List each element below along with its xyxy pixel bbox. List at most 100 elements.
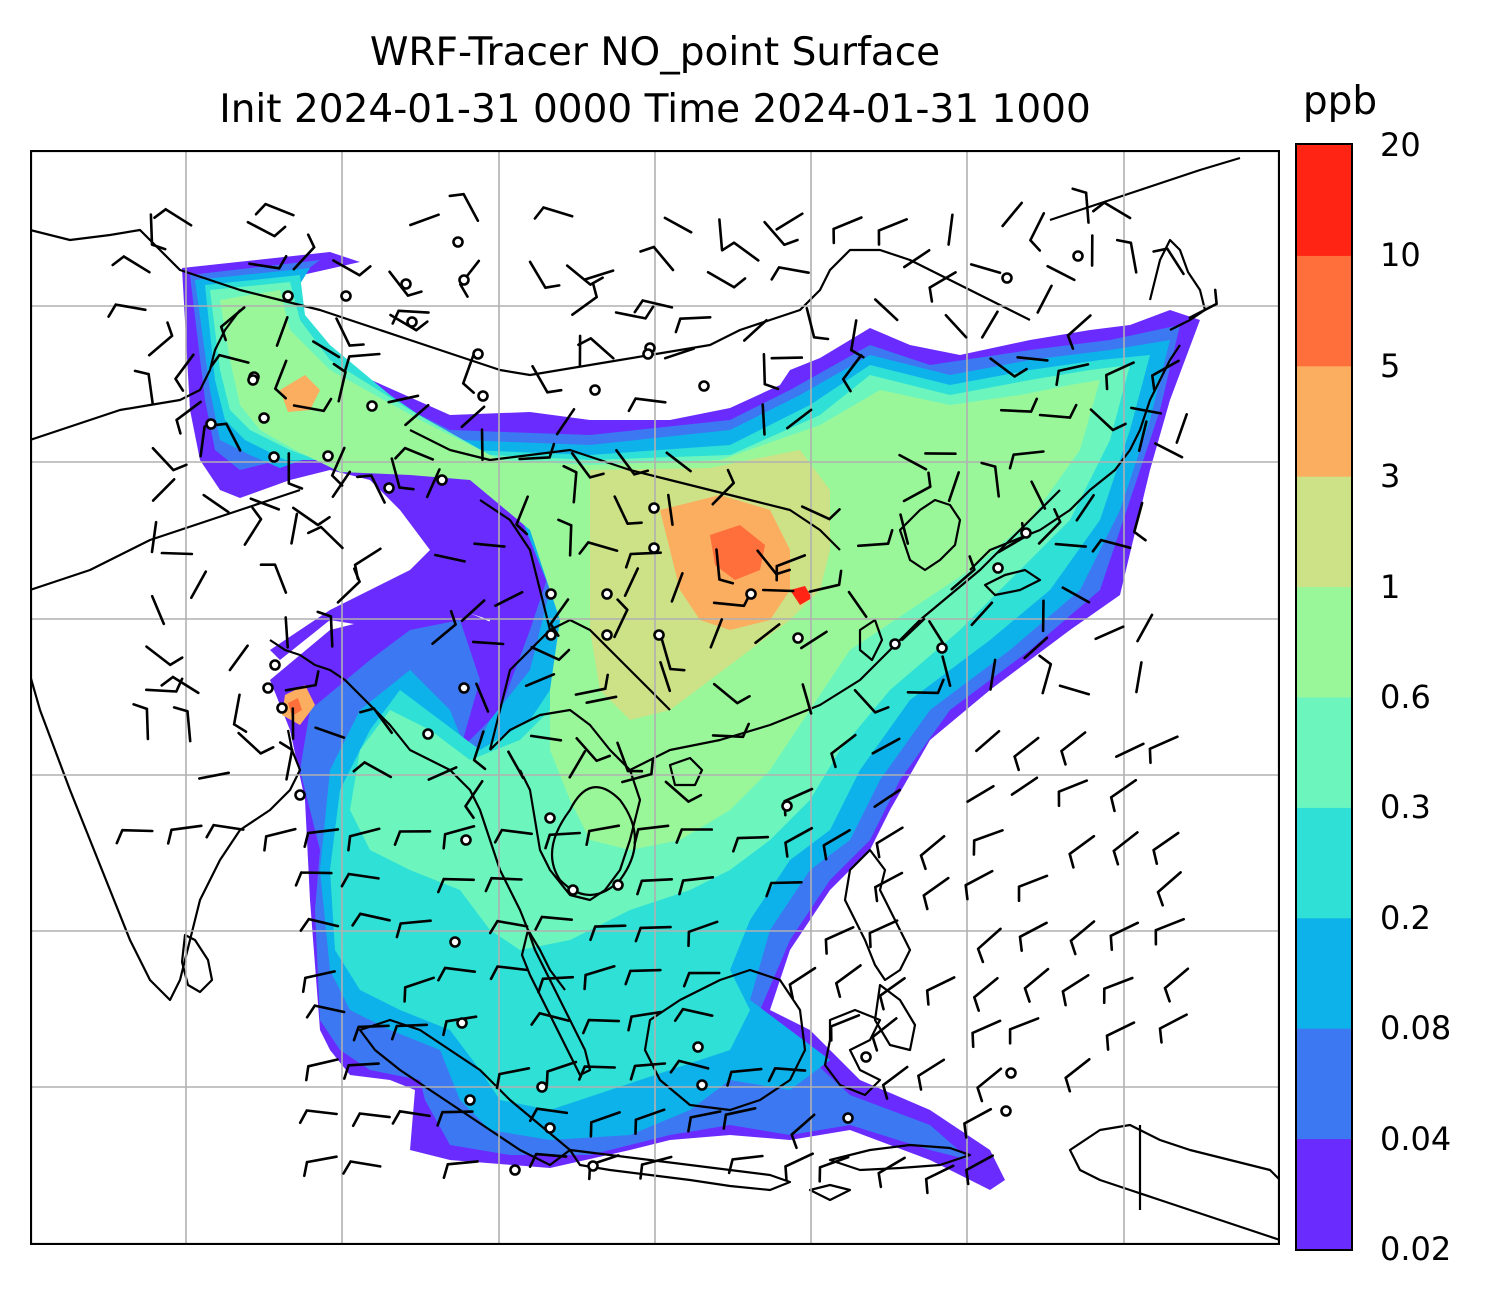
calm-wind-marker [509,1164,521,1176]
wind-barb [495,1067,531,1090]
wind-barb [390,1023,429,1041]
wind-barb [305,1058,339,1082]
wind-barb [1115,742,1145,758]
wind-barb [808,569,843,593]
wind-barb [1115,238,1138,274]
wind-barb [537,975,575,994]
wind-barb [160,675,200,695]
wind-barb [175,400,202,435]
wind-barb [805,306,830,341]
wind-barb [950,555,976,591]
wind-barb [431,609,457,645]
wind-barb [199,425,206,458]
wind-barb [1089,408,1127,432]
wind-barbs [107,187,1218,1195]
wind-barb [562,464,578,504]
wind-barb [762,352,780,391]
wind-barb [1163,967,1190,1003]
wind-barb [1036,284,1053,314]
wind-barb [706,271,747,289]
wind-barb [1023,636,1049,660]
calm-wind-marker [460,834,472,846]
calm-wind-marker [642,348,654,360]
wind-barb [856,529,894,548]
wind-barb [1030,480,1047,510]
calm-wind-marker [545,588,557,600]
wind-barb [965,1154,994,1186]
wind-barb [1046,264,1076,282]
calm-wind-marker [544,1122,556,1134]
wind-barb [352,761,393,779]
wind-barb [722,1107,757,1130]
wind-barb [675,828,714,844]
wind-barb [687,920,719,948]
wind-barb [507,750,525,780]
wind-barb [732,835,770,853]
wind-barb [881,1065,909,1100]
calm-wind-marker [477,390,489,402]
calm-wind-marker [422,728,434,740]
wind-barb [727,1154,764,1175]
wind-barb [248,254,288,270]
wind-barb [947,213,954,246]
wind-barb [585,824,621,846]
wind-barb [518,442,556,461]
calm-wind-marker [205,418,217,430]
colorbar-segment [1297,255,1351,367]
wind-barb [1061,974,1090,1007]
map-panel [30,150,1280,1245]
wind-barb [627,397,667,413]
wind-barb [442,825,476,850]
wind-barb [489,965,529,981]
wind-barb [971,1019,1002,1049]
wind-barb [1023,967,1050,1003]
coastlines [30,156,1280,1242]
wind-barb [151,446,188,472]
colorbar-segment [1297,917,1351,1029]
calm-wind-marker [589,384,601,396]
wind-barb [529,734,563,742]
wind-barb [756,549,791,576]
wind-barb [1135,661,1143,694]
wind-barb [761,588,795,593]
wind-barb [1071,187,1090,224]
wind-barb [818,1155,850,1183]
colorbar-segment [1297,1138,1351,1250]
wind-barb [966,784,995,803]
wind-barb [829,1014,861,1042]
field-band-5 [710,525,765,580]
wind-barb [917,1058,946,1091]
wind-barb [307,525,344,550]
wind-barb [673,1007,714,1022]
wind-barb [132,703,150,741]
wind-barb [629,1062,667,1081]
wind-barb [147,321,174,357]
wind-barb [770,266,810,281]
wind-barb [332,362,347,403]
wind-barb [403,976,435,1003]
wind-barb [790,1113,816,1150]
wind-barb [314,726,346,739]
wind-barb [460,599,486,622]
wind-barb [582,1018,621,1035]
wind-barb [712,682,751,705]
colorbar-segment [1297,1028,1351,1140]
wind-barb [393,830,432,846]
wind-barb [312,340,341,359]
wind-barb [390,457,415,491]
wind-barb [246,220,287,238]
wind-barb [1066,314,1092,350]
wind-barb [975,729,1001,753]
wind-barb [387,394,420,404]
wind-barb [1075,494,1095,522]
wind-barb [873,788,901,808]
wind-barb [874,871,904,903]
wind-barb [464,780,484,819]
calm-wind-marker [268,451,280,463]
wind-barb [107,303,147,318]
calm-wind-marker [1000,1105,1012,1117]
wind-barb [627,1010,663,1032]
wind-barb [660,638,686,672]
wind-barb [944,313,968,339]
wind-barb [437,966,477,982]
